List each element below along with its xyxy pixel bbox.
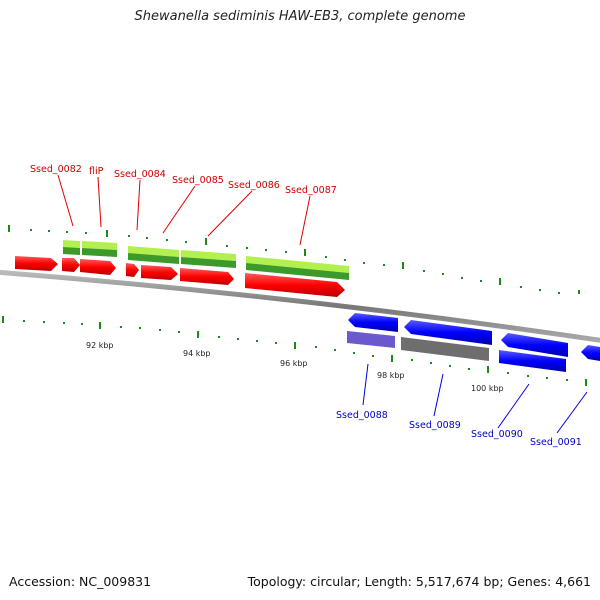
gene-arrow-ssed-0082b[interactable] <box>62 258 80 272</box>
gene-label-ssed-0090[interactable]: Ssed_0090 <box>471 429 523 440</box>
map-title: Shewanella sediminis HAW-EB3, complete g… <box>134 9 466 24</box>
gene-label-ssed-0085[interactable]: Ssed_0085 <box>172 175 224 186</box>
tick-label-92: 92 kbp <box>86 341 114 350</box>
lower-tick-row <box>2 316 587 386</box>
cds-bar-ssed-0082[interactable] <box>63 240 80 255</box>
gene-label-ssed-0091[interactable]: Ssed_0091 <box>530 437 582 448</box>
cds-bar-ssed-0089[interactable] <box>401 337 489 361</box>
forward-gene-track <box>15 256 345 297</box>
gene-label-ssed-0084[interactable]: Ssed_0084 <box>114 169 166 180</box>
gene-label-ssed-0089[interactable]: Ssed_0089 <box>409 420 461 431</box>
reverse-gene-labels: Ssed_0088 Ssed_0089 Ssed_0090 Ssed_0091 <box>336 410 582 448</box>
gene-label-flip[interactable]: fliP <box>89 166 104 177</box>
cds-bar-ssed-0090[interactable] <box>499 350 566 372</box>
genome-backbone <box>0 269 600 343</box>
gene-arrow-ssed-0088[interactable] <box>348 313 398 332</box>
gene-arrow-ssed-0082[interactable] <box>15 256 58 271</box>
tick-label-96: 96 kbp <box>280 359 308 368</box>
upper-tick-row <box>8 225 580 294</box>
gene-label-ssed-0082[interactable]: Ssed_0082 <box>30 164 82 175</box>
cds-bar-ssed-0087[interactable] <box>246 256 349 280</box>
gene-arrow-ssed-0086[interactable] <box>180 268 234 285</box>
gene-arrow-ssed-0090[interactable] <box>501 333 568 357</box>
gene-arrow-ssed-0085[interactable] <box>141 265 178 280</box>
forward-leader-lines <box>57 174 311 246</box>
cds-bar-flip[interactable] <box>82 241 117 257</box>
gene-label-ssed-0086[interactable]: Ssed_0086 <box>228 180 280 191</box>
forward-gene-labels: Ssed_0082 fliP Ssed_0084 Ssed_0085 Ssed_… <box>30 164 337 196</box>
tick-label-98: 98 kbp <box>377 371 405 380</box>
accession-text: Accession: NC_009831 <box>9 574 152 589</box>
cds-bar-ssed-0085[interactable] <box>181 250 236 268</box>
genome-summary-text: Topology: circular; Length: 5,517,674 bp… <box>247 574 591 589</box>
cds-bar-ssed-0088[interactable] <box>347 331 395 348</box>
gene-arrow-ssed-0089[interactable] <box>404 320 492 345</box>
forward-cds-track <box>63 240 349 280</box>
gene-label-ssed-0087[interactable]: Ssed_0087 <box>285 185 337 196</box>
tick-label-100: 100 kbp <box>471 384 504 393</box>
gene-arrow-ssed-0087[interactable] <box>245 273 345 297</box>
reverse-gene-track <box>348 313 600 361</box>
cds-bar-ssed-0084[interactable] <box>128 246 179 264</box>
gene-label-ssed-0088[interactable]: Ssed_0088 <box>336 410 388 421</box>
tick-label-94: 94 kbp <box>183 349 211 358</box>
reverse-cds-track <box>347 331 566 372</box>
gene-arrow-ssed-0091[interactable] <box>581 345 600 361</box>
gene-arrow-flip[interactable] <box>80 259 116 275</box>
gene-arrow-ssed-0084[interactable] <box>126 263 139 277</box>
reverse-leader-lines <box>362 363 588 434</box>
